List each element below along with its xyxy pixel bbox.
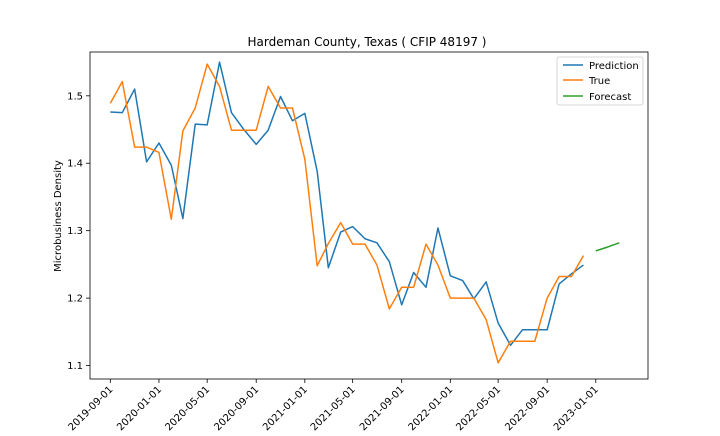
legend-box [556,56,644,106]
legend: Prediction True Forecast [556,56,644,106]
y-tick-label: 1.1 [67,361,83,372]
legend-label-prediction: Prediction [589,61,639,72]
y-tick-label: 1.2 [67,294,83,305]
chart-title: Hardeman County, Texas ( CFIP 48197 ) [248,35,487,49]
y-tick-label: 1.5 [67,91,83,102]
series-line-forecast [595,242,620,252]
y-axis-label: Microbusiness Density [53,160,64,272]
plot-lines [109,61,620,364]
y-axis-ticks: 1.1 1.2 1.3 1.4 1.5 [67,91,90,372]
series-line-prediction [110,61,584,347]
legend-label-forecast: Forecast [589,92,631,103]
plot-frame [89,51,649,380]
legend-label-true: True [588,76,610,87]
y-tick-label: 1.4 [67,159,83,170]
series-line-true [109,63,585,364]
y-tick-label: 1.3 [67,226,83,237]
